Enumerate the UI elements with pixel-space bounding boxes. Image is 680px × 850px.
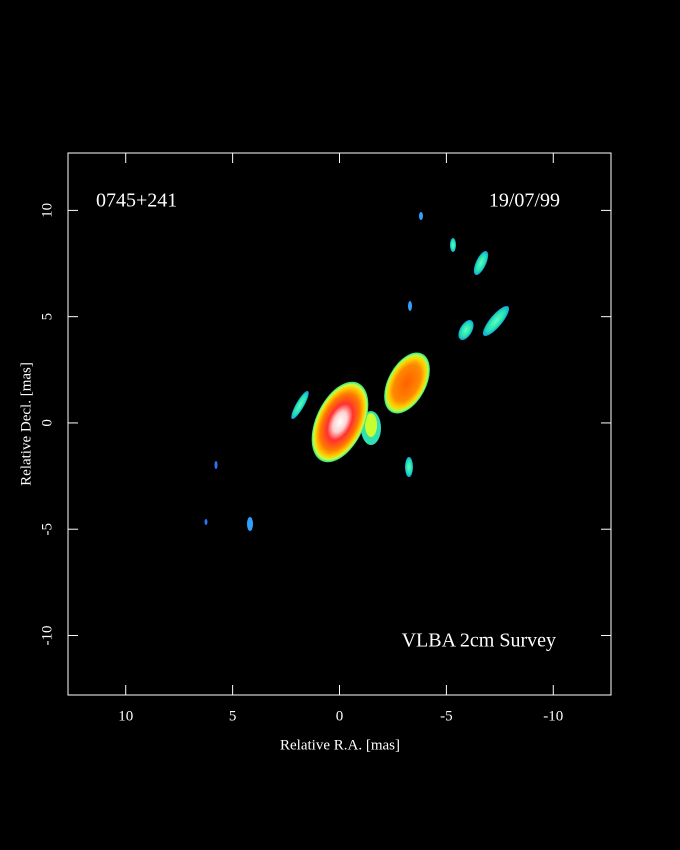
blob (365, 413, 377, 437)
y-axis-label: Relative Decl. [mas] (18, 362, 34, 486)
x-tick-label: 10 (118, 708, 133, 724)
blob (473, 251, 489, 275)
x-tick-label: -5 (440, 708, 453, 724)
x-axis-label: Relative R.A. [mas] (280, 737, 400, 753)
blob (419, 212, 423, 220)
core (311, 381, 369, 463)
y-tick-label: 10 (39, 203, 55, 218)
x-tick-label: 0 (336, 708, 344, 724)
survey-label: VLBA 2cm Survey (402, 630, 556, 652)
blob (408, 301, 412, 311)
blob (458, 320, 474, 340)
blob (482, 305, 510, 337)
blob (450, 238, 456, 252)
emission (204, 212, 510, 531)
y-tick-label: -10 (39, 625, 55, 645)
y-tick-label: 5 (39, 313, 55, 321)
blob (214, 461, 218, 469)
y-tick-label: 0 (39, 419, 55, 427)
blob (405, 457, 413, 477)
x-tick-label: -10 (543, 708, 563, 724)
x-tick-label: 5 (229, 708, 237, 724)
blob (247, 517, 253, 531)
date: 19/07/99 (489, 190, 560, 212)
blob (204, 519, 208, 525)
jet (384, 352, 430, 414)
y-tick-label: -5 (39, 523, 55, 536)
source-name: 0745+241 (96, 190, 177, 212)
blob (291, 391, 309, 419)
